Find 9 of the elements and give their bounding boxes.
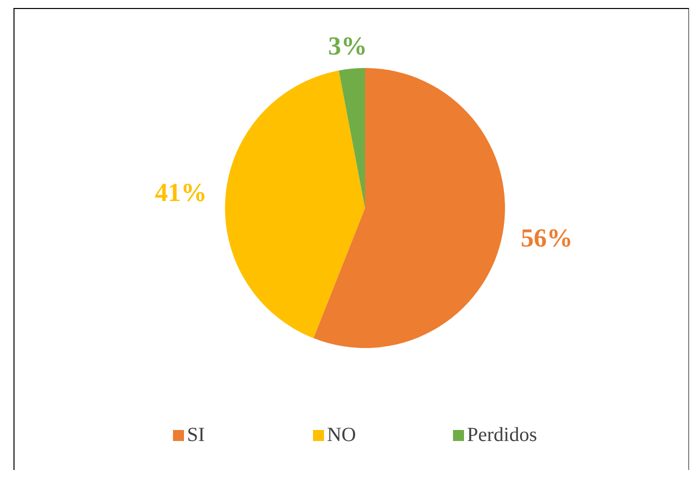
pie-slice <box>338 68 365 208</box>
pie-slice <box>225 70 365 338</box>
legend-label: SI <box>187 424 205 446</box>
data-label: 56% <box>520 223 573 252</box>
legend-label: Perdidos <box>467 424 538 446</box>
legend-label: NO <box>327 424 356 446</box>
pie-slice <box>313 68 505 348</box>
data-label: 3% <box>328 32 368 61</box>
data-label: 41% <box>154 178 207 207</box>
